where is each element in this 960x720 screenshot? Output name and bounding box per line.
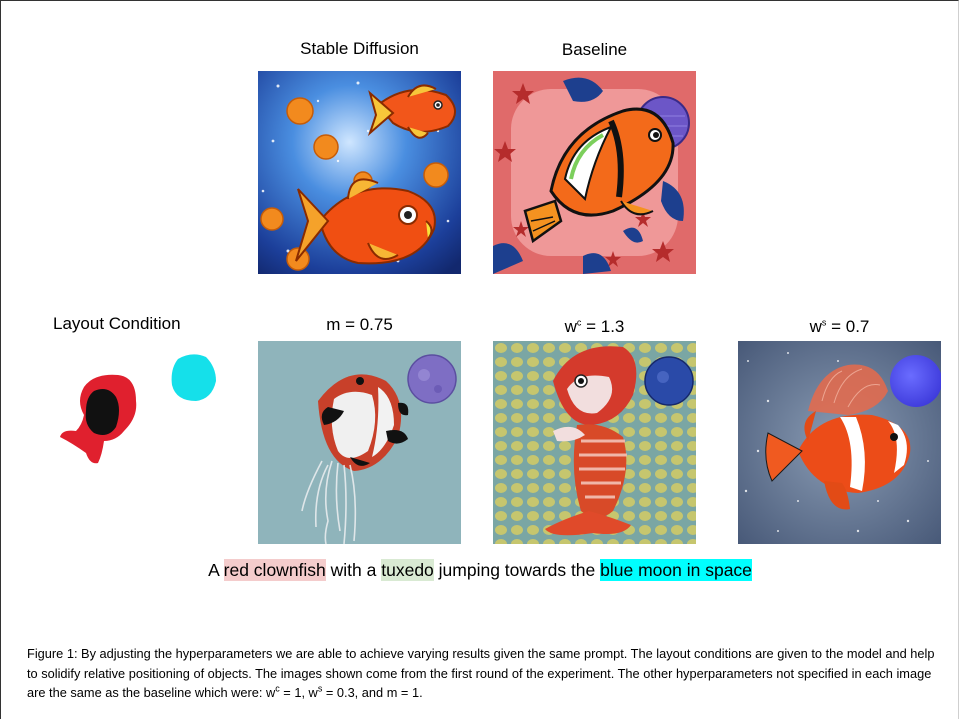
highlight-blue-moon: blue moon in space	[600, 559, 752, 581]
stable-diffusion-image	[258, 71, 461, 274]
m-075-image	[258, 341, 461, 544]
ws-07-image	[738, 341, 941, 544]
prompt-part-2: with a	[325, 560, 382, 580]
prompt-part-3: jumping towards the	[433, 560, 601, 580]
layout-condition-title: Layout Condition	[53, 314, 181, 333]
highlight-tuxedo: tuxedo	[381, 559, 434, 581]
baseline-image	[493, 71, 696, 274]
ws-value-title: ws = 0.7	[809, 317, 870, 336]
wc-value-title: wc = 1.3	[564, 317, 625, 336]
prompt-part-1: A	[208, 560, 224, 580]
highlight-red-clownfish: red clownfish	[223, 559, 326, 581]
prompt-text: A red clownfish with a tuxedo jumping to…	[0, 559, 960, 581]
figure-caption: Figure 1: By adjusting the hyperparamete…	[27, 646, 935, 700]
baseline-title: Baseline	[561, 40, 628, 59]
wc-13-image	[493, 341, 696, 544]
layout-condition-image	[50, 345, 230, 475]
stable-diffusion-title: Stable Diffusion	[300, 39, 419, 58]
m-value-title: m = 0.75	[326, 315, 393, 334]
